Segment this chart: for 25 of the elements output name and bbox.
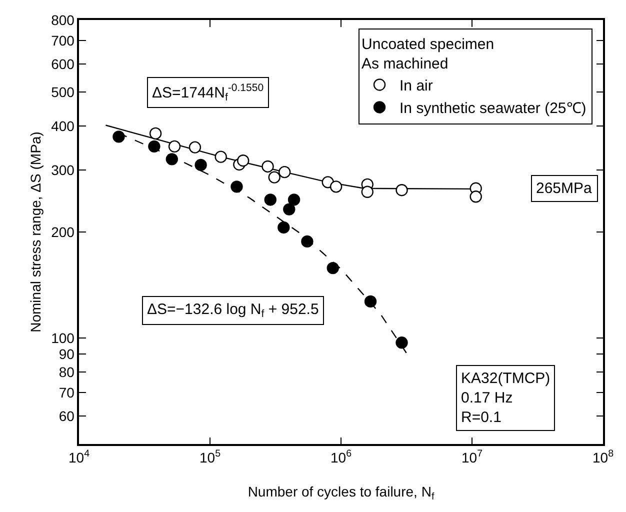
y-tick-label: 60 [58,408,75,424]
y-axis-title: Nominal stress range, ΔS (MPa) [28,132,44,332]
y-tick-label: 700 [51,32,75,48]
y-tick-label: 500 [51,84,75,100]
y-tick-label: 100 [51,330,75,346]
x-tick-label: 10$^{6}$ [330,448,352,466]
y-tick-label: 90 [58,346,75,362]
x-tick-label: 10$^{5}$ [199,448,222,466]
y-tick-label: 70 [58,384,75,400]
y-tick-label: 400 [51,118,75,134]
x-tick-label: 10$^{8}$ [592,448,614,466]
x-tick-label: 10$^{4}$ [68,448,90,466]
x-axis-title: Number of cycles to failure, N$_{f}$ [248,484,434,502]
legend-title: Uncoated specimen As machined [362,36,494,72]
legend-label: In synthetic seawater (25℃) [400,100,586,118]
y-tick-label: 600 [51,56,75,72]
y-tick-label: 80 [58,364,75,380]
y-tick-label: 200 [51,224,75,240]
legend-label: In air [400,78,433,95]
y-tick-label: 800 [51,12,75,28]
annotation: 265MPa [536,180,593,197]
annotation: ΔS=−132.6 log N$_{f}$ + 952.5 [147,301,319,320]
y-tick-label: 300 [51,162,75,178]
annotation: KA32(TMCP) 0.17 Hz R=0.1 [461,370,550,426]
x-tick-label: 10$^{7}$ [461,448,483,466]
